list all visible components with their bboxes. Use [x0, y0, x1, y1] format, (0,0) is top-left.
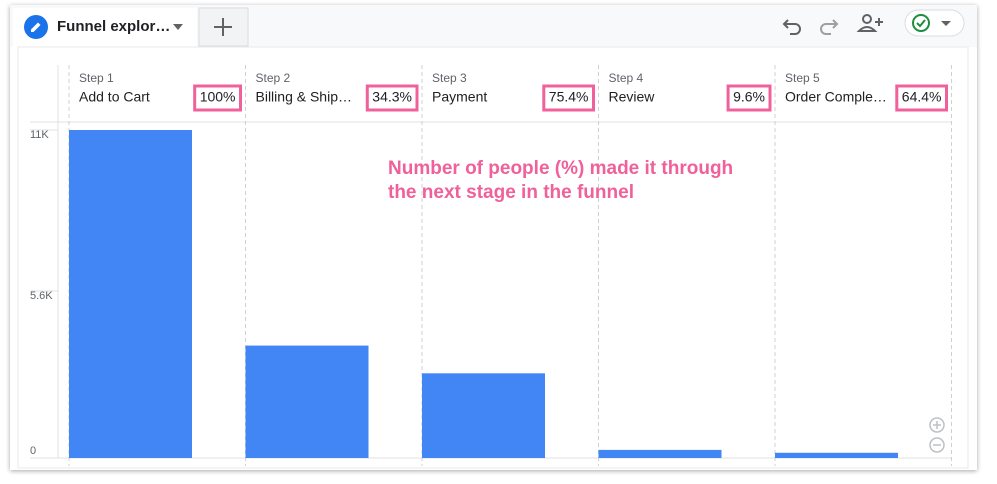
status-arrow — [941, 21, 951, 26]
step-label: Step 1 — [79, 71, 114, 85]
step-label: Step 3 — [432, 71, 467, 85]
step-label: Step 5 — [785, 71, 820, 85]
rate-box — [365, 84, 419, 112]
annotation: the next stage in the funnel — [388, 182, 634, 203]
bar — [422, 373, 545, 458]
step-label: Step 2 — [256, 71, 291, 85]
bar — [775, 452, 898, 458]
rate-box — [193, 84, 242, 112]
completion-rate: 75.4% — [549, 89, 589, 105]
status-menu[interactable] — [904, 9, 965, 37]
completion-rate: 9.6% — [733, 89, 765, 105]
check-icon — [912, 14, 930, 32]
y-tick-label: 0 — [30, 445, 36, 457]
completion-rate: 64.4% — [902, 89, 942, 105]
step-name: Review — [609, 89, 656, 105]
annotation: Number of people (%) made it through — [388, 158, 733, 179]
zoom-controls[interactable] — [929, 417, 945, 453]
completion-rate: 100% — [200, 89, 236, 105]
check — [916, 19, 926, 28]
completion-rate: 34.3% — [372, 89, 412, 105]
step-name: Payment — [432, 89, 487, 105]
undo[interactable] — [782, 19, 801, 35]
bar — [598, 449, 722, 458]
plus-icon — [214, 18, 232, 36]
y-tick-label: 5.6K — [30, 290, 53, 302]
step-name: Add to Cart — [79, 89, 150, 105]
share[interactable] — [856, 14, 883, 32]
y-tick-label: 11K — [30, 129, 49, 141]
bar — [69, 130, 192, 458]
step-name: Billing & Ship… — [256, 89, 353, 105]
redo[interactable] — [820, 19, 839, 35]
add-tab[interactable] — [198, 7, 249, 47]
pencil — [31, 22, 41, 32]
bar — [245, 345, 369, 458]
rate-box — [895, 84, 948, 112]
step-name: Order Comple… — [785, 89, 887, 105]
tab-menu[interactable] — [173, 24, 183, 30]
tab-title: Funnel explor… — [57, 18, 170, 35]
rate-box — [726, 84, 772, 112]
rate-box — [542, 84, 595, 112]
step-label: Step 4 — [609, 71, 644, 85]
